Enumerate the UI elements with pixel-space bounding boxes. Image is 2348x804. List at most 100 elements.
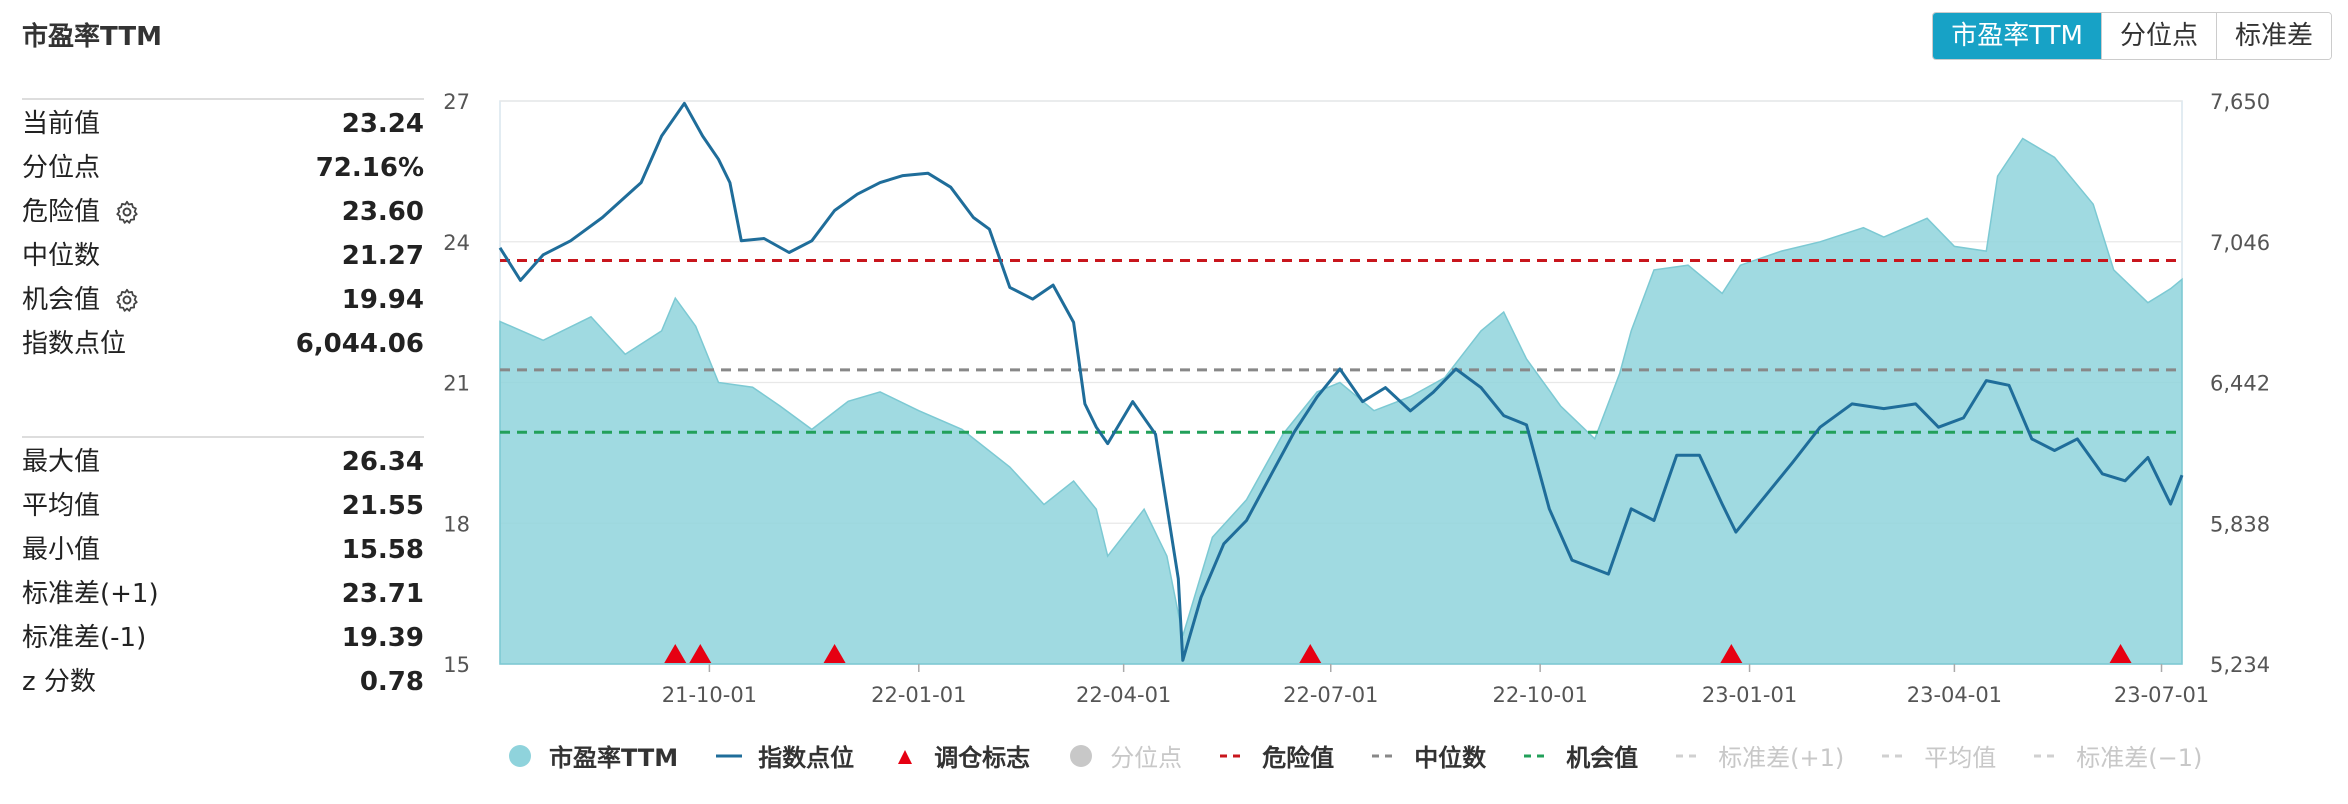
dash-icon bbox=[1674, 744, 1704, 768]
legend-item[interactable]: 标准差(−1) bbox=[2032, 738, 2202, 773]
rebalance-marker bbox=[689, 644, 712, 663]
stat-row-std-minus: 标准差(-1) 19.39 bbox=[22, 616, 424, 660]
right-axis-tick-label: 5,234 bbox=[2210, 653, 2270, 677]
stat-value: 72.16% bbox=[315, 153, 424, 183]
legend-item[interactable]: 标准差(+1) bbox=[1674, 738, 1844, 773]
rebalance-marker bbox=[1299, 644, 1322, 663]
tab-std-dev[interactable]: 标准差 bbox=[2215, 13, 2331, 59]
stat-row-percentile: 分位点 72.16% bbox=[22, 146, 424, 190]
legend-item[interactable]: 分位点 bbox=[1066, 738, 1182, 773]
index-line bbox=[498, 101, 2184, 662]
stat-label: 最大值 bbox=[22, 447, 101, 477]
stat-label: 危险值 bbox=[22, 197, 101, 227]
legend-label: 危险值 bbox=[1262, 744, 1335, 772]
tab-percentile[interactable]: 分位点 bbox=[2100, 13, 2216, 59]
stat-row-opportunity-value: 机会值 19.94 bbox=[22, 278, 424, 322]
stat-value: 23.24 bbox=[341, 109, 424, 139]
stat-label: 标准差(+1) bbox=[22, 579, 159, 609]
legend-label: 中位数 bbox=[1414, 744, 1487, 772]
x-axis-tick-label: 23-04-01 bbox=[1907, 683, 2002, 707]
legend-label: 调仓标志 bbox=[934, 744, 1031, 772]
legend-item[interactable]: 市盈率TTM bbox=[505, 738, 678, 773]
stat-row-std-plus: 标准差(+1) 23.71 bbox=[22, 572, 424, 616]
right-axis-tick-label: 5,838 bbox=[2210, 512, 2270, 536]
legend-label: 市盈率TTM bbox=[549, 744, 679, 772]
right-axis-tick-label: 7,650 bbox=[2210, 90, 2270, 114]
stat-label: 标准差(-1) bbox=[22, 623, 147, 653]
stat-label: 分位点 bbox=[22, 153, 101, 183]
legend-label: 机会值 bbox=[1566, 744, 1639, 772]
stats-panel-history: 最大值 26.34 平均值 21.55 最小值 15.58 标准差(+1) 23… bbox=[22, 436, 424, 704]
gear-icon[interactable] bbox=[114, 287, 140, 313]
triangle-icon bbox=[890, 744, 920, 768]
left-axis-tick-label: 24 bbox=[443, 231, 470, 255]
dash-icon bbox=[2032, 744, 2062, 768]
stats-panel-current: 当前值 23.24 分位点 72.16% 危险值 23.60 中位数 21.27… bbox=[22, 98, 424, 366]
dash-icon bbox=[1370, 744, 1400, 768]
stat-value: 19.94 bbox=[341, 285, 424, 315]
legend-item[interactable]: 指数点位 bbox=[714, 738, 854, 773]
stat-label: 中位数 bbox=[22, 241, 101, 271]
line-icon bbox=[714, 744, 744, 768]
left-axis-tick-label: 27 bbox=[443, 90, 470, 114]
x-axis-tick-label: 22-10-01 bbox=[1492, 683, 1587, 707]
legend-label: 标准差(+1) bbox=[1718, 744, 1845, 772]
stat-row-max: 最大值 26.34 bbox=[22, 440, 424, 484]
right-axis-tick-label: 7,046 bbox=[2210, 231, 2270, 255]
x-axis-tick-label: 22-04-01 bbox=[1076, 683, 1171, 707]
stat-value: 23.71 bbox=[341, 579, 424, 609]
metric-tabs: 市盈率TTM 分位点 标准差 bbox=[1932, 12, 2332, 60]
stat-label: 平均值 bbox=[22, 491, 101, 521]
stat-label: 指数点位 bbox=[22, 329, 127, 359]
x-axis-tick-label: 23-01-01 bbox=[1702, 683, 1797, 707]
circle-icon bbox=[505, 744, 535, 768]
stat-label: 最小值 bbox=[22, 535, 101, 565]
stat-label: 当前值 bbox=[22, 109, 101, 139]
x-axis-tick-label: 22-01-01 bbox=[871, 683, 966, 707]
legend-item[interactable]: 平均值 bbox=[1880, 738, 1996, 773]
stat-row-mean: 平均值 21.55 bbox=[22, 484, 424, 528]
stat-value: 21.27 bbox=[341, 241, 424, 271]
dash-icon bbox=[1522, 744, 1552, 768]
dash-icon bbox=[1880, 744, 1910, 768]
legend-label: 标准差(−1) bbox=[2076, 744, 2203, 772]
stat-value: 23.60 bbox=[341, 197, 424, 227]
tab-pe-ttm[interactable]: 市盈率TTM bbox=[1933, 13, 2101, 59]
stat-row-min: 最小值 15.58 bbox=[22, 528, 424, 572]
right-axis-tick-label: 6,442 bbox=[2210, 372, 2270, 396]
legend-item[interactable]: 中位数 bbox=[1370, 738, 1486, 773]
stat-row-z-score: z 分数 0.78 bbox=[22, 660, 424, 704]
stat-row-median: 中位数 21.27 bbox=[22, 234, 424, 278]
legend-item[interactable]: 机会值 bbox=[1522, 738, 1638, 773]
stat-row-danger-value: 危险值 23.60 bbox=[22, 190, 424, 234]
left-axis-tick-label: 21 bbox=[443, 372, 470, 396]
stat-row-index-points: 指数点位 6,044.06 bbox=[22, 322, 424, 366]
stat-value: 15.58 bbox=[341, 535, 424, 565]
legend-label: 平均值 bbox=[1924, 744, 1997, 772]
rebalance-marker bbox=[2109, 644, 2132, 663]
chart-legend: 市盈率TTM 指数点位 调仓标志 分位点 危险值 中位数 机会值 标准差(+1) 平均值 标准差(… bbox=[505, 738, 2238, 773]
legend-label: 分位点 bbox=[1110, 744, 1183, 772]
stat-value: 21.55 bbox=[341, 491, 424, 521]
gear-icon[interactable] bbox=[114, 199, 140, 225]
pe-ttm-area bbox=[499, 137, 2183, 665]
legend-item[interactable]: 调仓标志 bbox=[890, 738, 1030, 773]
rebalance-marker bbox=[1720, 644, 1743, 663]
x-axis-tick-label: 22-07-01 bbox=[1283, 683, 1378, 707]
dash-icon bbox=[1218, 744, 1248, 768]
stat-value: 26.34 bbox=[341, 447, 424, 477]
left-axis-tick-label: 18 bbox=[443, 512, 470, 536]
stat-label: z 分数 bbox=[22, 667, 96, 697]
stat-label: 机会值 bbox=[22, 285, 101, 315]
rebalance-marker bbox=[664, 644, 687, 663]
left-axis-tick-label: 15 bbox=[443, 653, 470, 677]
x-axis-tick-label: 21-10-01 bbox=[662, 683, 757, 707]
stat-value: 0.78 bbox=[359, 667, 424, 697]
stat-value: 6,044.06 bbox=[295, 329, 424, 359]
stat-row-current-value: 当前值 23.24 bbox=[22, 102, 424, 146]
chart-title: 市盈率TTM bbox=[22, 22, 162, 52]
stat-value: 19.39 bbox=[341, 623, 424, 653]
legend-label: 指数点位 bbox=[758, 744, 855, 772]
legend-item[interactable]: 危险值 bbox=[1218, 738, 1334, 773]
